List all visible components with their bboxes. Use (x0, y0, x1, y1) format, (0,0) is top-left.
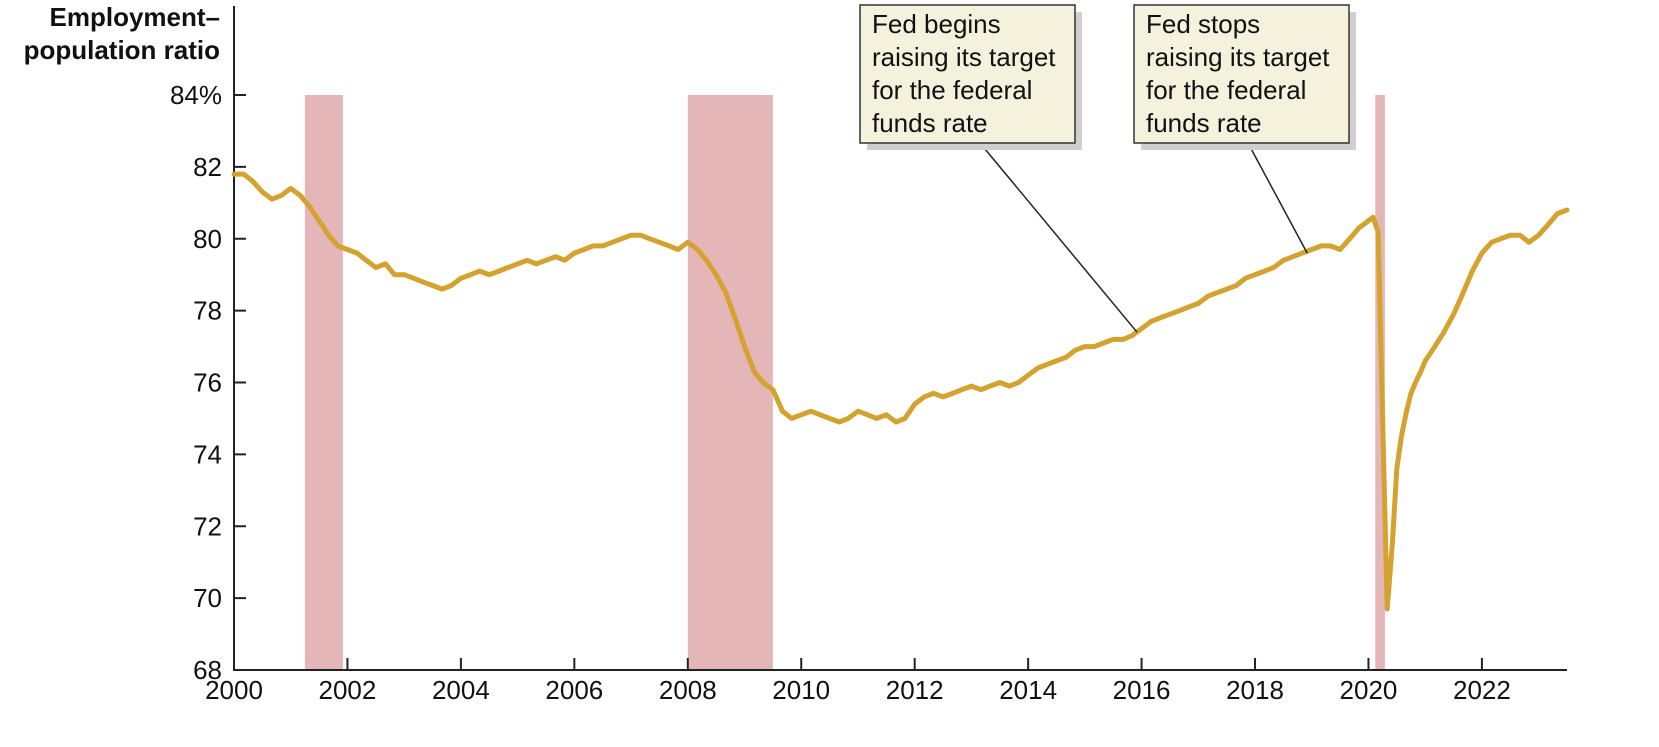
annotation-leader-line (979, 142, 1138, 333)
annotation-text-line: funds rate (872, 108, 988, 138)
x-tick-label: 2022 (1453, 675, 1511, 705)
annotation-text-line: funds rate (1146, 108, 1262, 138)
series-line-1 (231, 171, 1570, 612)
y-tick-label: 70 (193, 583, 222, 613)
y-tick-label: 72 (193, 511, 222, 541)
x-tick-label: 2000 (205, 675, 263, 705)
x-tick-label: 2020 (1340, 675, 1398, 705)
y-tick-label: 82 (193, 152, 222, 182)
x-axis-ticks: 2000 2002 2004 2006 2008 2010 2012 2014 2016 2018… (205, 658, 1511, 705)
y-axis-title-line-1: Employment– (50, 2, 221, 32)
y-axis-title-line-2: population ratio (24, 35, 220, 65)
x-tick-label: 2010 (772, 675, 830, 705)
axes: 84% 82 80 78 76 74 72 70 68 2000 2002 2004 2006 2008… (24, 2, 1567, 705)
annotation-box (859, 4, 1076, 144)
annotation-text-line: for the federal (1146, 75, 1306, 105)
x-tick-label: 2014 (999, 675, 1057, 705)
y-tick-label: 68 (193, 655, 222, 685)
series-layer (231, 171, 1570, 612)
x-tick-label: 2004 (432, 675, 490, 705)
annotation-box (1133, 4, 1350, 144)
y-tick-label: 80 (193, 224, 222, 254)
recession-bands (304, 95, 1385, 670)
x-tick-label: 2002 (319, 675, 377, 705)
recession-band-1 (304, 95, 343, 670)
x-tick-label: 2006 (545, 675, 603, 705)
annotation-text-line: raising its target (872, 42, 1056, 72)
y-tick-label: 74 (193, 439, 222, 469)
x-tick-label: 2016 (1113, 675, 1171, 705)
y-axis-ticks: 84% 82 80 78 76 74 72 70 68 (170, 80, 246, 685)
x-tick-label: 2012 (886, 675, 944, 705)
x-tick-label: 2008 (659, 675, 717, 705)
annotation-leader-line (1247, 142, 1308, 254)
x-tick-label: 2018 (1226, 675, 1284, 705)
annotation-text-line: raising its target (1146, 42, 1330, 72)
y-tick-label: 76 (193, 368, 222, 398)
annotation-text-line: for the federal (872, 75, 1032, 105)
annotation-text-line: Fed stops (1146, 9, 1260, 39)
recession-band-2 (687, 95, 773, 670)
y-tick-label: 84% (170, 80, 222, 110)
y-tick-label: 78 (193, 296, 222, 326)
annotation-text-line: Fed begins (872, 9, 1001, 39)
